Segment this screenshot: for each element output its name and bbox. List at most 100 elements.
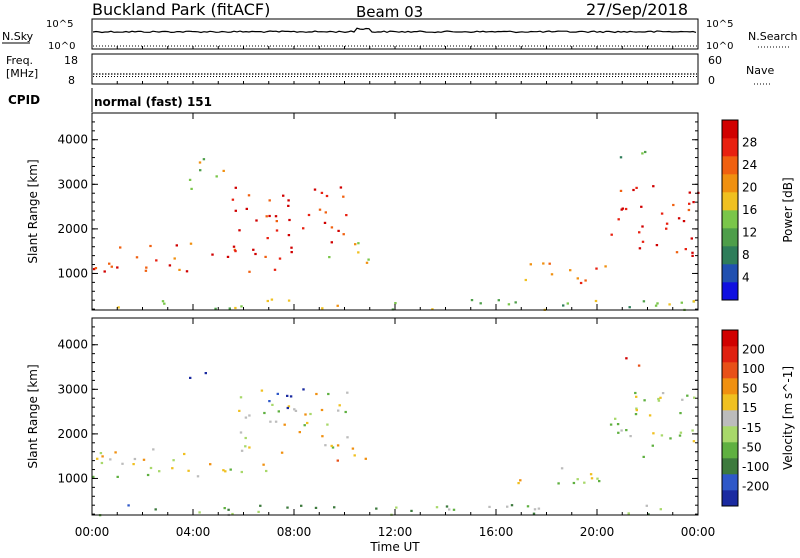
freq-tick-top: 18 (64, 54, 78, 67)
x-tick-label: 00:00 (681, 525, 716, 539)
data-cell (681, 398, 684, 401)
velocity-panel: 1000 2000 3000 4000 Slant Range [km] 200 100 50… (26, 317, 795, 517)
velocity-cells (92, 357, 696, 517)
data-cell (346, 391, 349, 394)
data-cell (690, 237, 693, 240)
data-cell (614, 417, 617, 420)
data-cell (234, 250, 237, 253)
data-cell (557, 482, 560, 485)
data-cell (497, 299, 500, 302)
freq-label-line1: Freq. (6, 54, 33, 67)
data-cell (268, 214, 271, 218)
colorbar-swatch (722, 410, 738, 427)
power-colorbar: 4 8 12 16 20 24 28 Power [dB] (721, 119, 795, 301)
data-cell (109, 458, 112, 461)
data-cell (283, 423, 286, 426)
data-cell (245, 207, 248, 210)
data-cell (286, 394, 289, 397)
data-cell (431, 308, 434, 311)
data-cell (222, 469, 225, 472)
colorbar-tick-label: -15 (742, 421, 762, 435)
data-cell (268, 400, 271, 403)
data-cell (678, 434, 682, 437)
data-cell (274, 215, 278, 218)
data-cell (526, 505, 530, 508)
data-cell (365, 261, 369, 264)
power-feature-3 (188, 158, 225, 190)
data-cell (188, 178, 192, 181)
data-cell (209, 463, 212, 466)
x-tick-label: 00:00 (75, 525, 110, 539)
data-cell (275, 220, 278, 223)
data-cell (342, 233, 345, 236)
data-cell (595, 267, 598, 270)
x-tick-label: 04:00 (176, 525, 211, 539)
data-cell (265, 215, 268, 218)
data-cell (238, 409, 241, 412)
data-cell (287, 204, 290, 207)
data-cell (533, 508, 537, 511)
data-cell (324, 211, 327, 214)
data-cell (687, 208, 691, 212)
data-cell (510, 504, 514, 507)
data-cell (353, 454, 356, 457)
data-cell (679, 412, 682, 415)
colorbar-swatch (722, 228, 738, 247)
data-cell (265, 469, 268, 473)
data-cell (116, 475, 119, 478)
colorbar-swatch (722, 330, 738, 347)
data-cell (248, 446, 251, 449)
noise-strip: N.Sky 10^5 10^0 10^5 10^0 N.Search (2, 18, 798, 52)
data-cell (262, 463, 265, 466)
data-cell (226, 255, 230, 258)
colorbar-swatch (722, 282, 738, 301)
data-cell (202, 158, 206, 161)
data-cell (231, 198, 235, 201)
data-cell (680, 301, 683, 304)
data-cell (634, 391, 637, 395)
data-cell (103, 270, 106, 273)
data-cell (298, 431, 301, 434)
data-cell (287, 234, 291, 237)
colorbar-frame (721, 329, 739, 507)
colorbar-tick-label: 8 (742, 248, 750, 262)
colorbar-swatch (722, 210, 738, 229)
nave-tick-top: 60 (708, 54, 722, 67)
data-cell (303, 424, 306, 427)
data-cell (634, 413, 638, 416)
data-cell (692, 201, 695, 204)
data-cell (610, 233, 613, 236)
cpid-value: normal (fast) 151 (94, 95, 212, 109)
data-cell (248, 270, 251, 273)
data-cell (163, 302, 166, 305)
data-cell (638, 247, 642, 250)
data-cell (330, 241, 333, 244)
velocity-feature-4 (268, 388, 305, 410)
data-cell (354, 243, 357, 246)
data-cell (286, 506, 289, 509)
data-cell (183, 452, 186, 456)
data-cell (677, 217, 681, 220)
data-cell (638, 231, 641, 234)
data-cell (651, 444, 654, 447)
data-cell (524, 278, 527, 282)
data-cell (445, 505, 449, 508)
colorbar-swatch (722, 346, 738, 363)
data-cell (338, 404, 341, 407)
y-axis-label: Slant Range [km] (26, 364, 40, 468)
data-cell (337, 229, 340, 232)
data-cell (173, 257, 176, 260)
data-cell (604, 265, 607, 268)
data-cell (254, 252, 257, 256)
y-tick-label: 2000 (57, 222, 88, 236)
data-cell (92, 268, 96, 271)
data-cell (619, 156, 623, 159)
data-cell (234, 209, 237, 212)
data-cell (659, 396, 662, 399)
data-cell (294, 409, 298, 412)
colorbar-tick-label: 200 (742, 343, 765, 357)
data-cell (222, 169, 225, 172)
data-cell (240, 470, 243, 474)
data-cell (100, 461, 104, 465)
